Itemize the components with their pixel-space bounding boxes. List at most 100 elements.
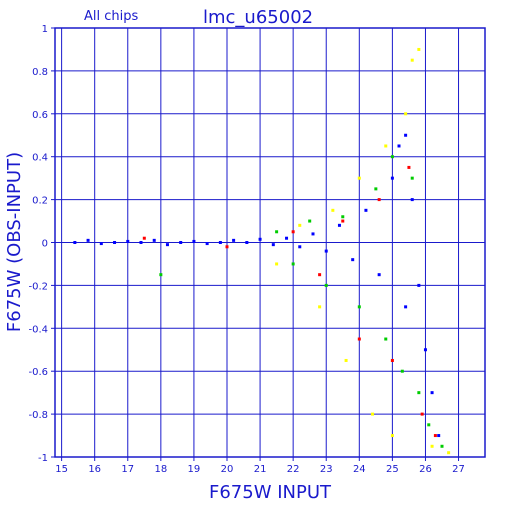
- data-point: [291, 262, 295, 266]
- x-tick-label: 24: [353, 464, 366, 475]
- y-tick-label: 0: [42, 239, 48, 250]
- y-tick-label: 0.4: [32, 153, 48, 164]
- data-point: [159, 273, 163, 277]
- data-point: [318, 305, 322, 309]
- x-tick-label: 15: [55, 464, 68, 475]
- y-axis-label: F675W (OBS-INPUT): [4, 152, 25, 332]
- grid-lines: [55, 27, 485, 458]
- data-point: [337, 223, 341, 227]
- data-point: [324, 249, 328, 253]
- data-point: [311, 232, 315, 236]
- data-point: [179, 241, 183, 244]
- data-point: [126, 239, 130, 243]
- data-point: [308, 219, 312, 223]
- y-tick-label: -0.2: [28, 281, 48, 292]
- x-tick-label: 27: [452, 464, 465, 475]
- data-point: [192, 239, 196, 243]
- x-tick-label: 17: [121, 464, 134, 475]
- data-point: [258, 237, 262, 241]
- data-point: [99, 242, 103, 246]
- chart-subtitle: All chips: [84, 9, 138, 24]
- data-point: [374, 187, 378, 191]
- y-tick-label: 0.8: [32, 67, 48, 78]
- data-point: [440, 444, 444, 448]
- data-point: [423, 348, 427, 352]
- data-point: [447, 451, 451, 455]
- data-point: [344, 358, 348, 362]
- data-point: [410, 176, 414, 180]
- y-tick-label: 0.6: [32, 110, 48, 121]
- data-point: [390, 434, 394, 438]
- x-tick-label: 23: [320, 464, 333, 475]
- data-point: [324, 283, 328, 287]
- data-point: [384, 144, 388, 148]
- data-point: [165, 243, 169, 247]
- x-tick-label: 26: [419, 464, 432, 475]
- data-point: [377, 198, 381, 202]
- data-point: [417, 283, 421, 287]
- data-point: [357, 337, 361, 341]
- data-point: [410, 58, 414, 62]
- x-tick-label: 18: [154, 464, 167, 475]
- x-axis-label: F675W INPUT: [209, 482, 332, 503]
- data-point: [318, 273, 322, 277]
- data-point: [225, 245, 229, 249]
- data-point: [417, 391, 421, 395]
- data-point: [113, 241, 117, 244]
- data-point: [397, 144, 401, 148]
- data-point: [142, 236, 146, 240]
- data-point: [433, 434, 437, 438]
- data-point: [298, 245, 302, 249]
- data-point: [400, 369, 404, 373]
- data-point: [384, 337, 388, 341]
- data-point: [218, 241, 222, 244]
- data-point: [437, 434, 441, 438]
- y-tick-label: -0.4: [28, 324, 48, 335]
- data-point: [390, 155, 394, 159]
- y-tick-label: -0.6: [28, 367, 48, 378]
- data-point: [331, 208, 335, 212]
- data-point: [407, 165, 411, 169]
- x-tick-label: 22: [287, 464, 300, 475]
- data-point: [341, 219, 345, 223]
- data-point: [73, 241, 77, 244]
- data-point: [427, 423, 431, 427]
- data-point: [404, 305, 408, 309]
- data-point: [271, 243, 275, 247]
- data-point: [351, 258, 355, 262]
- data-point: [377, 273, 381, 277]
- data-point: [275, 230, 279, 234]
- chart-title: lmc_u65002: [203, 7, 313, 28]
- data-point: [245, 241, 249, 244]
- data-point: [430, 444, 434, 448]
- data-point: [357, 305, 361, 309]
- data-point: [420, 412, 424, 416]
- y-tick-label: -1: [38, 453, 48, 464]
- data-point: [205, 242, 209, 246]
- x-tick-label: 20: [221, 464, 234, 475]
- data-point: [291, 230, 295, 234]
- y-tick-label: 1: [42, 24, 48, 35]
- data-point: [390, 176, 394, 180]
- data-point: [404, 112, 408, 116]
- data-point: [410, 198, 414, 202]
- x-tick-label: 25: [386, 464, 399, 475]
- axis-ticks: 15 16 17 18 19 20 21 22 23 24 25 26 27 -1 -0.8 -0.6 -0.4…: [28, 24, 464, 475]
- data-point: [417, 47, 421, 51]
- data-point: [86, 238, 90, 242]
- y-tick-label: 0.2: [32, 196, 48, 207]
- data-point: [357, 176, 361, 180]
- data-point: [430, 391, 434, 395]
- data-points: [73, 47, 451, 455]
- x-tick-label: 16: [88, 464, 101, 475]
- y-tick-label: -0.8: [28, 410, 48, 421]
- data-point: [275, 262, 279, 266]
- data-point: [285, 236, 289, 240]
- data-point: [232, 238, 236, 242]
- data-point: [298, 223, 302, 227]
- data-point: [390, 358, 394, 362]
- data-point: [152, 238, 156, 242]
- data-point: [341, 215, 345, 219]
- data-point: [404, 133, 408, 137]
